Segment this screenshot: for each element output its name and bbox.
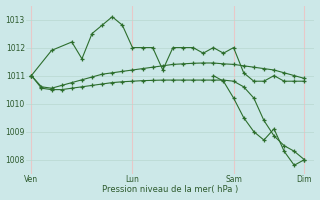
X-axis label: Pression niveau de la mer( hPa ): Pression niveau de la mer( hPa ) — [102, 185, 238, 194]
